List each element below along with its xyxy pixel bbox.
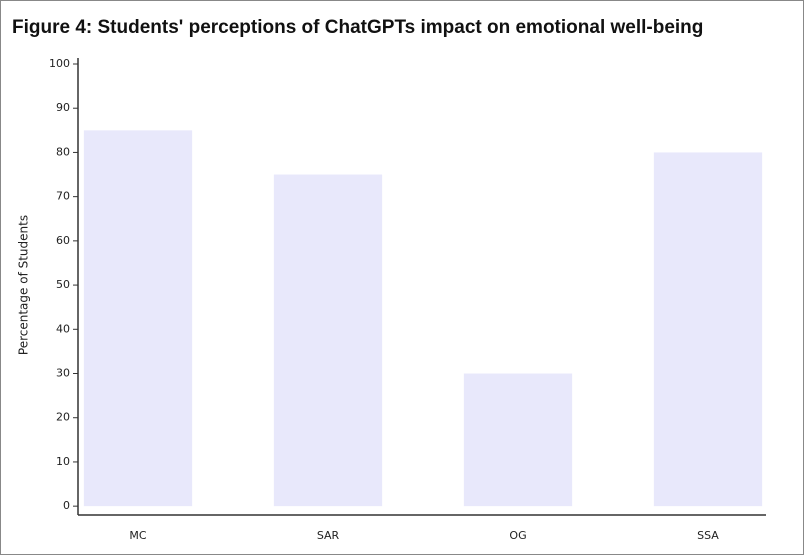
y-tick-label: 10 [56, 455, 70, 468]
y-tick-label: 100 [49, 57, 70, 70]
x-tick-label: OG [509, 529, 526, 542]
bar [273, 174, 383, 507]
y-tick-label: 0 [63, 499, 70, 512]
y-tick-label: 40 [56, 322, 70, 335]
y-tick-label: 80 [56, 145, 70, 158]
y-tick-label: 50 [56, 278, 70, 291]
y-tick-label: 30 [56, 367, 70, 380]
y-tick-label: 60 [56, 234, 70, 247]
bar [83, 130, 193, 507]
y-tick-label: 20 [56, 411, 70, 424]
bar [463, 373, 573, 507]
y-tick-label: 70 [56, 190, 70, 203]
x-tick-label: SSA [697, 529, 719, 542]
bar [653, 152, 763, 507]
x-tick-label: SAR [317, 529, 340, 542]
y-tick-label: 90 [56, 101, 70, 114]
chart-title: Figure 4: Students' perceptions of ChatG… [12, 17, 703, 38]
x-tick-label: MC [129, 529, 146, 542]
y-axis-label: Percentage of Students [17, 215, 31, 355]
